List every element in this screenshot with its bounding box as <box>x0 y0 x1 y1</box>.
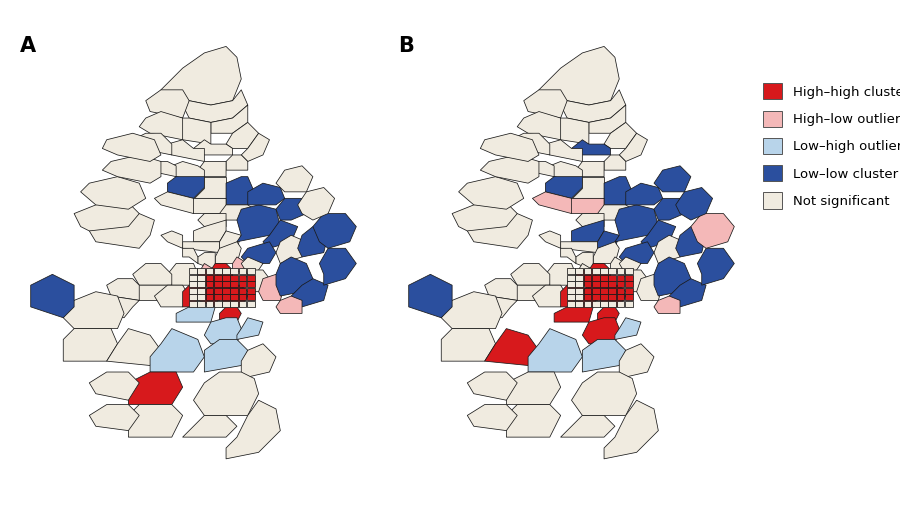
Text: A: A <box>20 36 36 56</box>
Text: B: B <box>398 36 414 56</box>
Legend: High–high cluster, High–low outlier, Low–high outlier, Low–low cluster, Not sign: High–high cluster, High–low outlier, Low… <box>762 83 900 208</box>
